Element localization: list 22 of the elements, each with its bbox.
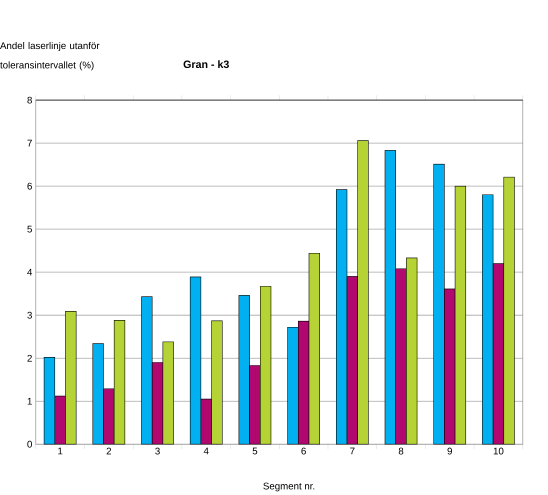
- x-tick-label: 6: [301, 448, 306, 455]
- x-tick-label: 4: [204, 448, 209, 454]
- x-tick-label: 8: [398, 448, 404, 455]
- y-tick-label: 2: [27, 355, 32, 362]
- x-axis-title: Segment nr.: [263, 482, 314, 492]
- y-tick-label: 6: [27, 182, 32, 190]
- x-tick-label: 5: [252, 448, 258, 455]
- y-tick-label: 8: [27, 96, 32, 104]
- x-tick-label: 1: [58, 448, 62, 454]
- y-tick-label: 0: [27, 440, 32, 448]
- x-tick-label: 9: [447, 448, 452, 455]
- y-tick-label: 7: [27, 140, 32, 147]
- y-tick-label: 5: [27, 226, 32, 233]
- y-axis-title: Andel laserlinje utanför toleransintervallet (%): [0, 42, 100, 71]
- chart-title: Gran - k3: [184, 60, 229, 68]
- x-tick-label: 3: [155, 448, 160, 455]
- y-tick-label: 4: [27, 269, 32, 276]
- y-tick-label: 3: [27, 312, 32, 319]
- x-tick-label: 10: [494, 448, 504, 455]
- x-tick-label: 7: [350, 448, 355, 454]
- y-tick-label: 1: [28, 398, 32, 405]
- x-tick-label: 2: [106, 448, 112, 455]
